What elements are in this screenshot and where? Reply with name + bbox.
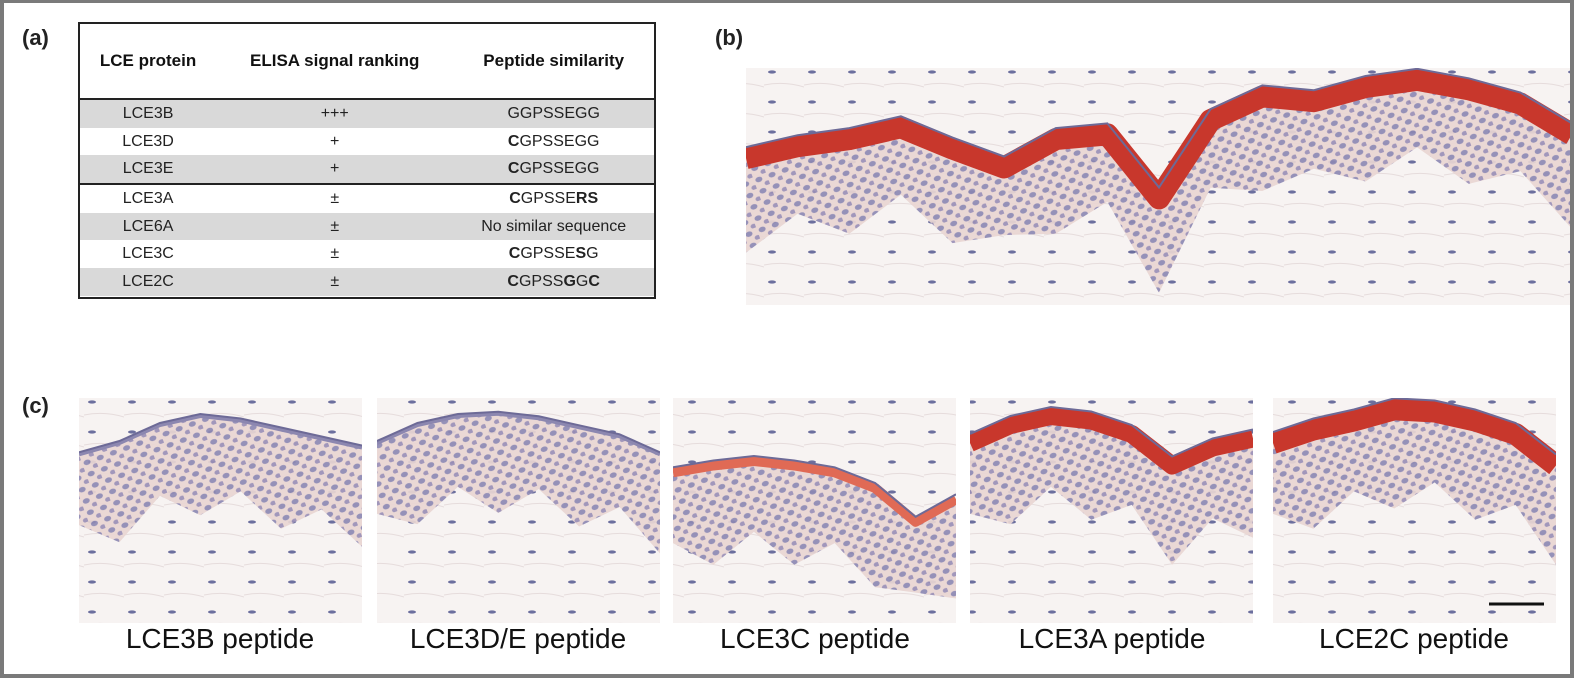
panel-label: (b) [715, 25, 744, 50]
sequence-segment: GPSSEGG [519, 160, 600, 178]
stratum-corneum [79, 414, 362, 457]
ranking-cell: ± [216, 183, 454, 213]
sequence-segment: GPSS [518, 272, 564, 290]
protein-cell: LCE6A [80, 212, 217, 241]
sequence-segment: C [507, 160, 520, 178]
surface [673, 454, 956, 519]
protein-cell: LCE3D [122, 132, 174, 150]
surface [1273, 398, 1556, 456]
similarity-cell: CGPSSESG [453, 240, 654, 268]
sequence-segment: No similar sequence [481, 217, 627, 235]
column-header: Peptide similarity [453, 24, 654, 100]
similarity-cell: CGPSSGGC [453, 268, 654, 296]
sequence-segment: C [507, 132, 520, 150]
stratum-corneum [673, 456, 956, 527]
table-row: LCE3B +++ GGPSSEGG [80, 99, 654, 128]
epidermis [1273, 409, 1556, 565]
caption: LCE3C peptide [720, 623, 910, 654]
column-header: ELISA signal ranking [216, 24, 454, 100]
sequence-segment: GPSSE [520, 245, 576, 263]
sequence-segment: GPSSEGG [519, 132, 600, 150]
protein-cell: LCE2C [80, 268, 217, 296]
sequence-segment: G [575, 272, 589, 290]
surface [970, 405, 1253, 458]
ranking-cell: +++ [216, 99, 454, 128]
table-grid: LCE protein ELISA signal ranking Peptide s… [80, 24, 654, 296]
micrograph [746, 68, 1570, 305]
stratum-corneum [1273, 398, 1556, 475]
stratum-corneum [970, 407, 1253, 475]
sequence-segment: C [509, 189, 521, 207]
ranking-cell: + [330, 132, 340, 150]
similarity-cell: CGPSSERS [453, 183, 654, 213]
sequence-segment: S [575, 245, 587, 263]
ranking-cell: ± [216, 212, 454, 241]
protein-cell: LCE3C [122, 245, 174, 263]
panel-label: (a) [22, 25, 49, 50]
table-row: LCE6A ± No similar sequence [80, 212, 654, 241]
column-header: LCE protein [80, 24, 217, 100]
micrograph [1273, 398, 1556, 623]
table-row: LCE3A ± CGPSSERS [80, 183, 654, 213]
epidermis [970, 416, 1253, 565]
sequence-segment: C [588, 272, 600, 290]
protein-cell: LCE3A [80, 183, 217, 213]
sequence-segment: G [586, 245, 599, 263]
epidermis [746, 79, 1570, 293]
header-row: LCE protein ELISA signal ranking Peptide s… [80, 24, 654, 100]
micrograph [79, 398, 362, 623]
epidermis [377, 413, 660, 554]
table-row: LCE3E + CGPSSEGG [80, 155, 654, 185]
sequence-segment: C [508, 245, 521, 263]
table: LCE protein ELISA signal ranking Peptide s… [78, 22, 656, 299]
similarity-cell: No similar sequence [453, 212, 654, 241]
micrograph [673, 398, 956, 623]
sequence-segment: GGPSSEGG [507, 104, 600, 122]
epidermis [79, 416, 362, 547]
protein-cell: LCE3E [80, 155, 217, 185]
surface [746, 68, 1570, 190]
caption: LCE3A peptide [1018, 623, 1206, 654]
caption: LCE3B peptide [125, 623, 315, 654]
similarity-cell: CGPSSEGG [453, 155, 654, 185]
table-row: LCE2C ± CGPSSGGC [80, 268, 654, 296]
stratum-corneum [377, 411, 660, 457]
sequence-segment: RS [575, 189, 599, 207]
ranking-cell: + [216, 155, 454, 185]
surface [79, 412, 362, 454]
sequence-segment: G [563, 272, 576, 290]
sequence-segment: GPSSE [520, 189, 576, 207]
similarity-cell: CGPSSEGG [453, 128, 654, 156]
epidermis [673, 461, 956, 599]
micrograph [970, 398, 1253, 623]
panel-label: (c) [22, 393, 49, 418]
caption: LCE3D/E peptide [409, 623, 627, 654]
ranking-cell: ± [330, 245, 340, 263]
table-row: LCE3C ± CGPSSESG [80, 240, 654, 268]
caption: LCE2C peptide [1319, 623, 1509, 654]
similarity-cell: GGPSSEGG [453, 99, 654, 128]
surface [377, 410, 660, 454]
table-row: LCE3D + CGPSSEGG [80, 128, 654, 156]
ranking-cell: ± [216, 268, 454, 296]
stratum-corneum [746, 68, 1570, 210]
sequence-segment: C [507, 272, 519, 290]
micrographs [79, 68, 1570, 623]
micrograph [377, 398, 660, 623]
protein-cell: LCE3B [80, 99, 217, 128]
